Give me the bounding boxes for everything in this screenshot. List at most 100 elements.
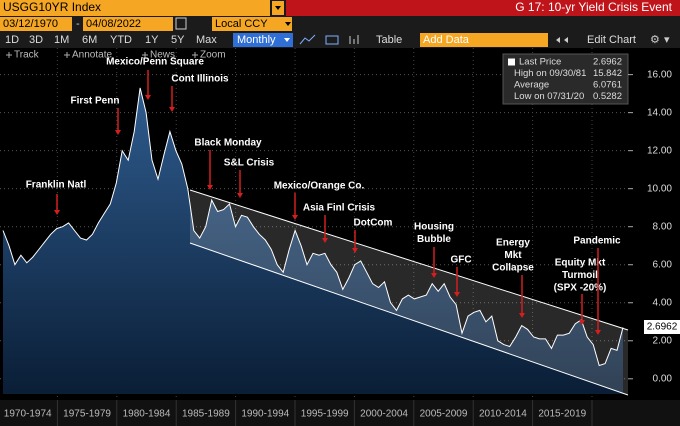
y-tick-label: 0.00 bbox=[653, 373, 673, 384]
annotation: Energy bbox=[496, 238, 530, 249]
annotation-arrowhead bbox=[169, 107, 175, 112]
annotation-arrowhead bbox=[115, 130, 121, 135]
x-tick-label: 2010-2014 bbox=[479, 409, 527, 420]
x-tick-label: 1990-1994 bbox=[241, 409, 289, 420]
frequency: Monthly bbox=[237, 34, 276, 46]
annotation: Mkt bbox=[504, 250, 522, 261]
end-date-field[interactable] bbox=[83, 17, 173, 31]
annotation: Turmoil bbox=[562, 270, 598, 281]
annotation-arrowhead bbox=[54, 210, 60, 215]
legend-label: Average bbox=[514, 80, 549, 91]
y-tick-label: 14.00 bbox=[647, 107, 672, 118]
edit-chart[interactable]: Edit Chart bbox=[587, 34, 636, 46]
tool-button[interactable]: Annotate bbox=[72, 50, 112, 61]
dropdown-arrow bbox=[285, 22, 291, 26]
start-date: 03/12/1970 bbox=[3, 18, 58, 30]
tool-button[interactable]: Track bbox=[14, 50, 40, 61]
annotation: S&L Crisis bbox=[224, 158, 275, 169]
x-tick-label: 2005-2009 bbox=[420, 409, 468, 420]
y-tick-label: 8.00 bbox=[653, 221, 673, 232]
annotation: Black Monday bbox=[194, 138, 262, 149]
title-bar bbox=[286, 0, 680, 16]
legend-label: High on 09/30/81 bbox=[514, 68, 586, 79]
legend-swatch bbox=[508, 58, 515, 66]
start-date-field[interactable] bbox=[0, 17, 72, 31]
security-field[interactable] bbox=[0, 0, 270, 16]
chart-tools: Track Annotate News Zoom bbox=[6, 50, 226, 61]
bar-icon[interactable] bbox=[325, 35, 339, 45]
channel-upper bbox=[189, 189, 629, 331]
x-tick-label: 1970-1974 bbox=[4, 409, 52, 420]
x-tick-label: 1975-1979 bbox=[63, 409, 111, 420]
add-data-field[interactable] bbox=[420, 33, 548, 47]
x-tick-label: 2000-2004 bbox=[360, 409, 408, 420]
annotation-arrowhead bbox=[454, 292, 460, 297]
range-button[interactable]: 1Y bbox=[145, 34, 159, 46]
annotation: DotCom bbox=[354, 218, 393, 229]
range-button[interactable]: 3D bbox=[29, 34, 43, 46]
legend-value: 2.6962 bbox=[593, 57, 622, 68]
annotations: Franklin Natl First Penn Mexico/Penn Squar… bbox=[26, 57, 621, 335]
channel-lower bbox=[189, 242, 629, 396]
annotation-arrowhead bbox=[145, 95, 151, 100]
x-tick-label: 2015-2019 bbox=[538, 409, 586, 420]
legend-value: 0.5282 bbox=[593, 91, 622, 102]
tool-icon[interactable] bbox=[142, 52, 148, 58]
x-tick-label: 1980-1984 bbox=[123, 409, 171, 420]
annotation-arrowhead bbox=[292, 215, 298, 220]
annotation-arrowhead bbox=[207, 185, 213, 190]
y-tick-label: 12.00 bbox=[647, 145, 672, 156]
calendar-icon[interactable] bbox=[175, 17, 187, 30]
legend-label: Low on 07/31/20 bbox=[514, 91, 584, 102]
annotation: Asia Finl Crisis bbox=[303, 203, 376, 214]
tool-icon[interactable] bbox=[64, 52, 70, 58]
candle-icon[interactable] bbox=[349, 35, 359, 44]
x-tick-label: 1985-1989 bbox=[182, 409, 230, 420]
tool-icon[interactable] bbox=[6, 52, 12, 58]
legend-value: 6.0761 bbox=[593, 80, 622, 91]
annotation-arrowhead bbox=[322, 238, 328, 243]
tool-button[interactable]: Zoom bbox=[200, 50, 226, 61]
annotation: First Penn bbox=[71, 96, 120, 107]
annotation-arrowhead bbox=[595, 330, 601, 335]
annotation: Equity Mkt bbox=[555, 258, 606, 269]
annotation: (SPX -20%) bbox=[554, 283, 607, 294]
range-button[interactable]: 1D bbox=[5, 34, 19, 46]
line-icon[interactable] bbox=[299, 34, 316, 45]
range-button[interactable]: Max bbox=[196, 34, 217, 46]
range-button[interactable]: 6M bbox=[82, 34, 97, 46]
nav-icons[interactable] bbox=[556, 37, 568, 43]
end-date: 04/08/2022 bbox=[86, 18, 141, 30]
tool-icon[interactable] bbox=[192, 52, 198, 58]
currency: Local CCY bbox=[215, 18, 268, 30]
annotation-arrowhead bbox=[237, 193, 243, 198]
settings-icon[interactable]: ⚙ bbox=[650, 34, 660, 46]
range-button[interactable]: 1M bbox=[54, 34, 69, 46]
annotation-arrowhead bbox=[579, 320, 585, 325]
annotation: Pandemic bbox=[573, 236, 621, 247]
settings-dropdown[interactable]: ▾ bbox=[664, 34, 670, 46]
range-button[interactable]: 5Y bbox=[171, 34, 185, 46]
axes: 0.00 2.00 4.00 6.00 8.00 10.00 12.00 14.00 16.00… bbox=[4, 69, 673, 426]
tool-button[interactable]: News bbox=[150, 50, 175, 61]
chart-title: G 17: 10-yr Yield Crisis Event bbox=[515, 0, 672, 14]
annotation: Franklin Natl bbox=[26, 180, 87, 191]
table-button[interactable]: Table bbox=[376, 34, 402, 46]
currency-field[interactable] bbox=[212, 17, 292, 31]
y-tick-label: 6.00 bbox=[653, 259, 673, 270]
legend-label: Last Price bbox=[519, 57, 561, 68]
security: USGG10YR Index bbox=[3, 0, 101, 14]
frequency-field[interactable] bbox=[233, 33, 293, 47]
annotation-arrowhead bbox=[352, 248, 358, 253]
legend-items: Last Price 2.6962 High on 09/30/81 15.842 Av… bbox=[508, 57, 622, 102]
last-price-tag bbox=[644, 320, 680, 334]
annotation: Mexico/Penn Square bbox=[106, 57, 204, 68]
annotation: Mexico/Orange Co. bbox=[274, 181, 365, 192]
date-separator: - bbox=[76, 18, 80, 30]
y-tick-label: 16.00 bbox=[647, 69, 672, 80]
y-tick-label: 2.00 bbox=[653, 335, 673, 346]
annotation: GFC bbox=[450, 255, 471, 266]
range-button[interactable]: YTD bbox=[110, 34, 132, 46]
annotation: Collapse bbox=[492, 263, 534, 274]
annotation-arrowhead bbox=[431, 273, 437, 278]
